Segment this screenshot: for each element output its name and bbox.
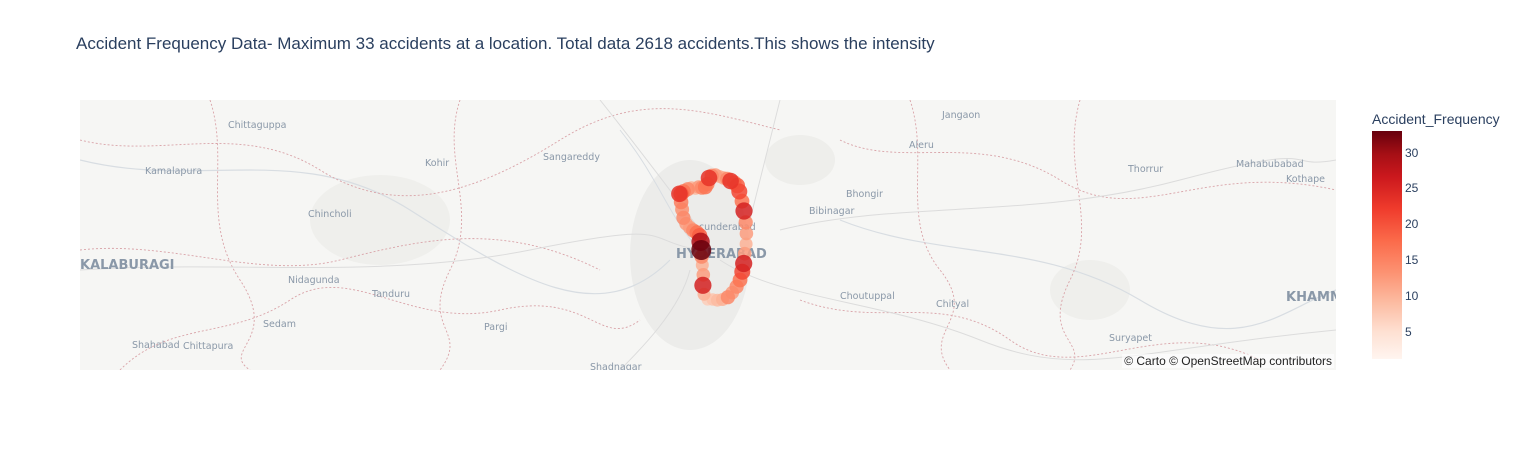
place-label: Chittaguppa <box>228 120 287 131</box>
place-label: Chityal <box>936 299 969 310</box>
place-label: Tanduru <box>371 289 410 300</box>
colorbar-tick-label: 5 <box>1405 325 1412 339</box>
colorbar-tick-label: 20 <box>1405 217 1419 231</box>
map-area[interactable]: Chittaguppa Kamalapura Kohir Sangareddy Chin… <box>80 100 1336 370</box>
colorbar-tick-label: 25 <box>1405 181 1419 195</box>
accident-point[interactable] <box>691 240 712 260</box>
accident-point[interactable] <box>676 210 691 225</box>
place-label: Chincholi <box>308 209 352 220</box>
accident-point[interactable] <box>700 169 718 187</box>
place-label: Shahabad <box>132 340 180 351</box>
accident-point[interactable] <box>735 254 753 273</box>
place-label: Bhongir <box>846 189 883 200</box>
colorbar-tick-label: 30 <box>1405 146 1419 160</box>
place-label: Choutuppal <box>840 291 895 302</box>
place-labels: Chittaguppa Kamalapura Kohir Sangareddy Chin… <box>80 110 1336 370</box>
place-label: Kamalapura <box>145 166 202 177</box>
place-label: Bibinagar <box>809 206 855 217</box>
place-label: Thorrur <box>1127 164 1163 175</box>
place-label: Chittapura <box>183 341 233 352</box>
colorbar-tick-label: 10 <box>1405 289 1419 303</box>
accident-points <box>671 168 754 307</box>
accident-point[interactable] <box>671 185 688 203</box>
place-label: Pargi <box>484 322 508 333</box>
basemap: Chittaguppa Kamalapura Kohir Sangareddy Chin… <box>80 100 1336 370</box>
place-label: Shadnagar <box>590 362 642 370</box>
place-label: Kothape <box>1286 174 1325 185</box>
place-label: KHAMM <box>1286 290 1336 305</box>
place-label: Secunderabad <box>687 222 756 233</box>
colorbar-title: Accident_Frequency <box>1372 111 1500 127</box>
place-label: Sedam <box>263 319 296 330</box>
place-label: Sangareddy <box>543 152 600 163</box>
place-label: KALABURAGI <box>80 258 175 273</box>
colorbar-tick-label: 15 <box>1405 253 1419 267</box>
accident-point[interactable] <box>735 202 753 220</box>
accident-point[interactable] <box>720 290 736 305</box>
place-label: Jangaon <box>941 110 980 121</box>
place-label: Nidagunda <box>288 275 340 286</box>
place-label: Mahabubabad <box>1236 159 1304 170</box>
accident-point[interactable] <box>722 172 739 190</box>
place-label: Suryapet <box>1109 333 1152 344</box>
accident-point[interactable] <box>739 226 754 241</box>
chart-title: Accident Frequency Data- Maximum 33 acci… <box>76 34 935 53</box>
map-attribution[interactable]: © Carto © OpenStreetMap contributors <box>1122 354 1334 368</box>
place-label: HYDERABAD <box>676 247 767 262</box>
colorbar <box>1372 131 1402 359</box>
place-label: Kohir <box>425 158 449 169</box>
accident-point[interactable] <box>694 276 712 294</box>
place-label: Aleru <box>909 140 934 151</box>
